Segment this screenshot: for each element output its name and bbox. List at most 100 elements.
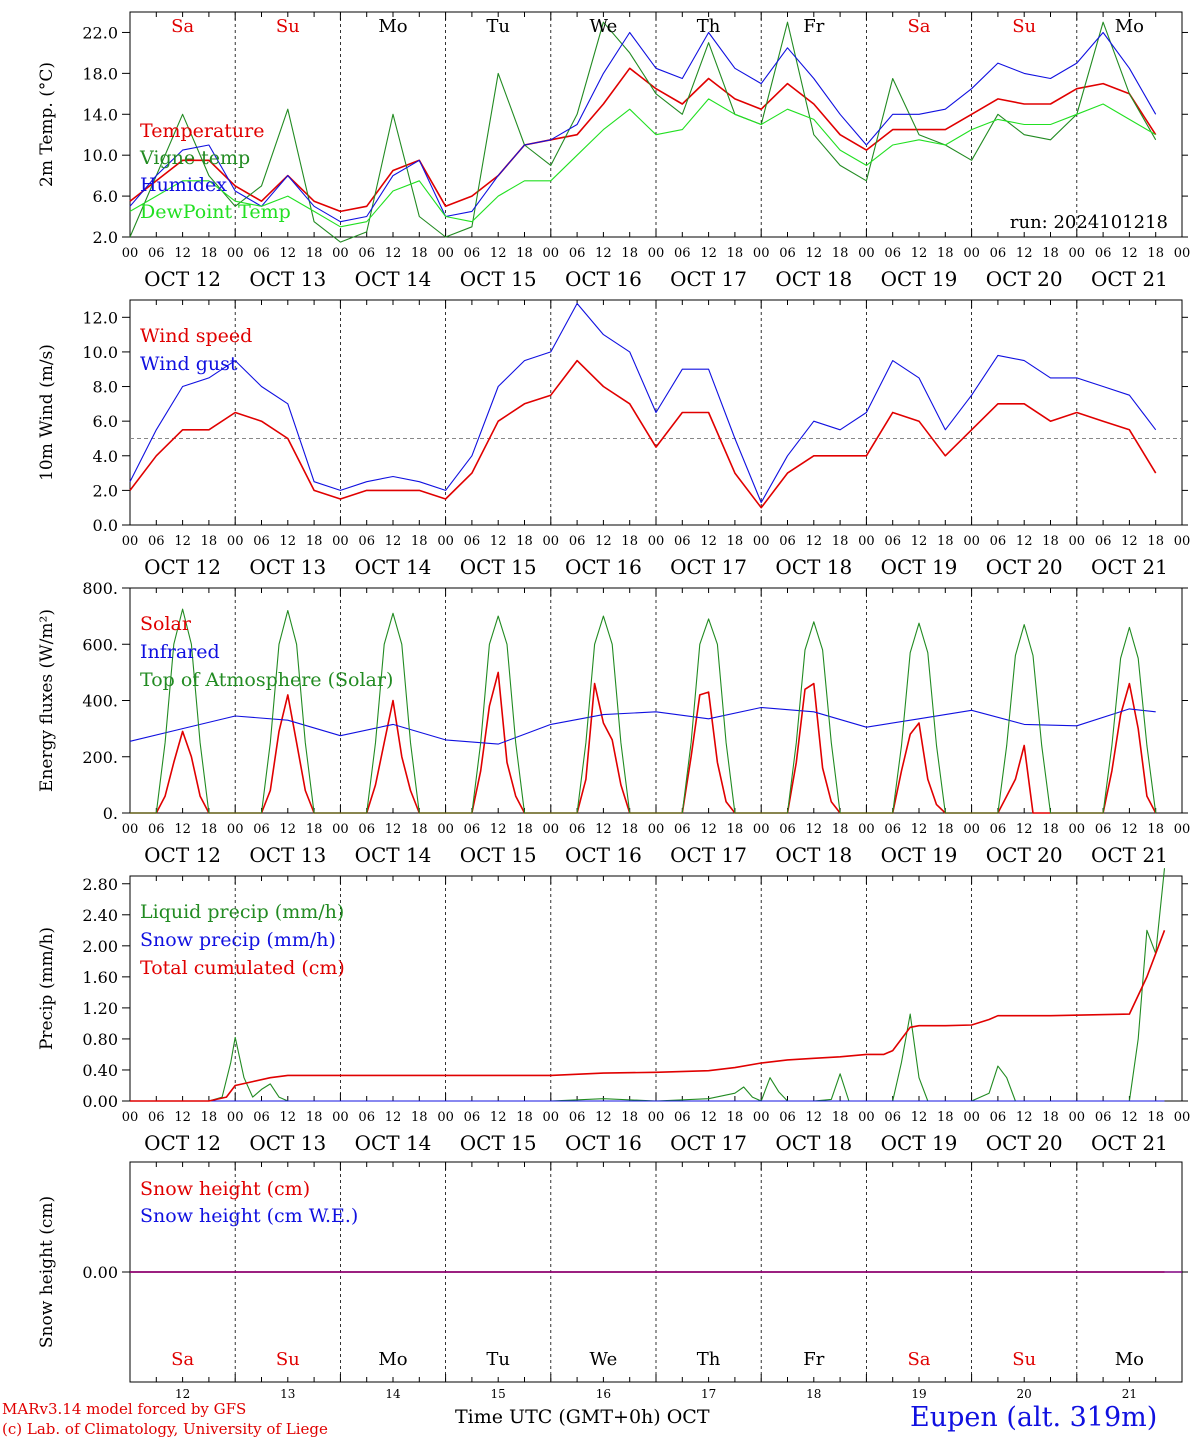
date-label: OCT 21	[1091, 555, 1168, 579]
date-label: OCT 16	[565, 267, 642, 291]
day-number: 14	[385, 1387, 401, 1401]
hour-label: 00	[1069, 1110, 1086, 1125]
y-axis-label: 2m Temp. (°C)	[37, 62, 57, 187]
y-axis-label: Precip (mm/h)	[37, 927, 57, 1050]
hour-label: 06	[990, 534, 1007, 549]
y-tick-label: 18.0	[82, 64, 118, 83]
hour-label: 00	[858, 1110, 875, 1125]
hour-label: 12	[911, 534, 928, 549]
date-label: OCT 20	[986, 1131, 1063, 1155]
hour-label: 06	[253, 534, 270, 549]
y-tick-label: 8.0	[93, 378, 118, 397]
day-name: Sa	[907, 1349, 930, 1370]
hour-label: 06	[253, 1110, 270, 1125]
date-label: OCT 15	[460, 555, 537, 579]
hour-label: 12	[280, 534, 297, 549]
hour-label: 06	[569, 1110, 586, 1125]
day-name: Mo	[378, 16, 407, 37]
hour-label: 12	[595, 822, 612, 837]
station-label: Eupen (alt. 319m)	[910, 1402, 1158, 1433]
date-label: OCT 17	[670, 555, 747, 579]
hour-label: 00	[227, 1110, 244, 1125]
hour-label: 12	[911, 1110, 928, 1125]
hour-label: 18	[516, 822, 533, 837]
date-label: OCT 19	[881, 555, 958, 579]
hour-label: 18	[201, 246, 218, 261]
hour-label: 00	[332, 1110, 349, 1125]
date-label: OCT 13	[249, 555, 326, 579]
hour-label: 18	[621, 1110, 638, 1125]
hour-label: 06	[464, 534, 481, 549]
hour-label: 06	[569, 246, 586, 261]
y-tick-label: 0.80	[82, 1030, 118, 1049]
hour-label: 06	[1095, 246, 1112, 261]
legend-entry: Wind speed	[140, 325, 252, 347]
date-label: OCT 21	[1091, 843, 1168, 867]
model-credit: MARv3.14 model forced by GFS	[2, 1400, 247, 1418]
hour-label: 06	[990, 1110, 1007, 1125]
y-tick-label: 2.80	[82, 875, 118, 894]
hour-label: 18	[832, 246, 849, 261]
date-label: OCT 17	[670, 1131, 747, 1155]
series-line	[130, 671, 1157, 814]
date-label: OCT 19	[881, 843, 958, 867]
day-name: Fr	[803, 1349, 824, 1370]
hour-label: 00	[543, 534, 560, 549]
hour-label: 18	[306, 1110, 323, 1125]
date-label: OCT 16	[565, 1131, 642, 1155]
hour-label: 18	[621, 822, 638, 837]
hour-label: 12	[1121, 534, 1138, 549]
lab-credit: (c) Lab. of Climatology, University of L…	[2, 1420, 328, 1438]
hour-label: 18	[201, 1110, 218, 1125]
hour-label: 18	[937, 822, 954, 837]
y-tick-label: 1.60	[82, 968, 118, 987]
date-label: OCT 19	[881, 1131, 958, 1155]
date-label: OCT 12	[144, 555, 221, 579]
hour-label: 18	[1147, 1110, 1164, 1125]
hour-label: 00	[332, 822, 349, 837]
legend-entry: DewPoint Temp	[140, 201, 291, 223]
hour-label: 12	[174, 822, 191, 837]
y-tick-label: 2.00	[82, 937, 118, 956]
hour-label: 00	[648, 822, 665, 837]
y-tick-label: 200.	[82, 748, 118, 767]
date-label: OCT 17	[670, 843, 747, 867]
hour-label: 12	[1121, 246, 1138, 261]
date-label: OCT 20	[986, 267, 1063, 291]
hour-label: 00	[963, 822, 980, 837]
hour-label: 12	[1121, 822, 1138, 837]
legend-entry: Wind gust	[140, 353, 238, 375]
y-tick-label: 1.20	[82, 999, 118, 1018]
hour-label: 12	[1016, 246, 1033, 261]
hour-label: 18	[516, 246, 533, 261]
hour-label: 06	[464, 246, 481, 261]
day-name: Su	[1012, 1349, 1036, 1370]
date-label: OCT 14	[355, 843, 432, 867]
day-number: 21	[1122, 1387, 1137, 1401]
x-axis-title: Time UTC (GMT+0h) OCT	[455, 1406, 710, 1428]
legend-entry: Solar	[140, 613, 192, 635]
date-label: OCT 13	[249, 267, 326, 291]
hour-label: 06	[464, 822, 481, 837]
hour-label: 00	[858, 534, 875, 549]
hour-label: 06	[569, 822, 586, 837]
y-tick-label: 14.0	[82, 105, 118, 124]
hour-label: 00	[753, 246, 770, 261]
hour-label: 06	[779, 246, 796, 261]
day-number: 12	[175, 1387, 190, 1401]
hour-label: 06	[253, 246, 270, 261]
hour-label: 12	[385, 1110, 402, 1125]
hour-label: 06	[253, 822, 270, 837]
hour-label: 12	[1016, 822, 1033, 837]
hour-label: 00	[1069, 534, 1086, 549]
hour-label: 06	[674, 822, 691, 837]
date-label: OCT 13	[249, 1131, 326, 1155]
hour-label: 00	[227, 822, 244, 837]
y-axis-label: Energy fluxes (W/m²)	[37, 609, 57, 792]
hour-label: 18	[727, 822, 744, 837]
panel-frame	[129, 587, 1183, 814]
day-number: 16	[596, 1387, 611, 1401]
hour-label: 18	[1042, 534, 1059, 549]
date-label: OCT 21	[1091, 267, 1168, 291]
